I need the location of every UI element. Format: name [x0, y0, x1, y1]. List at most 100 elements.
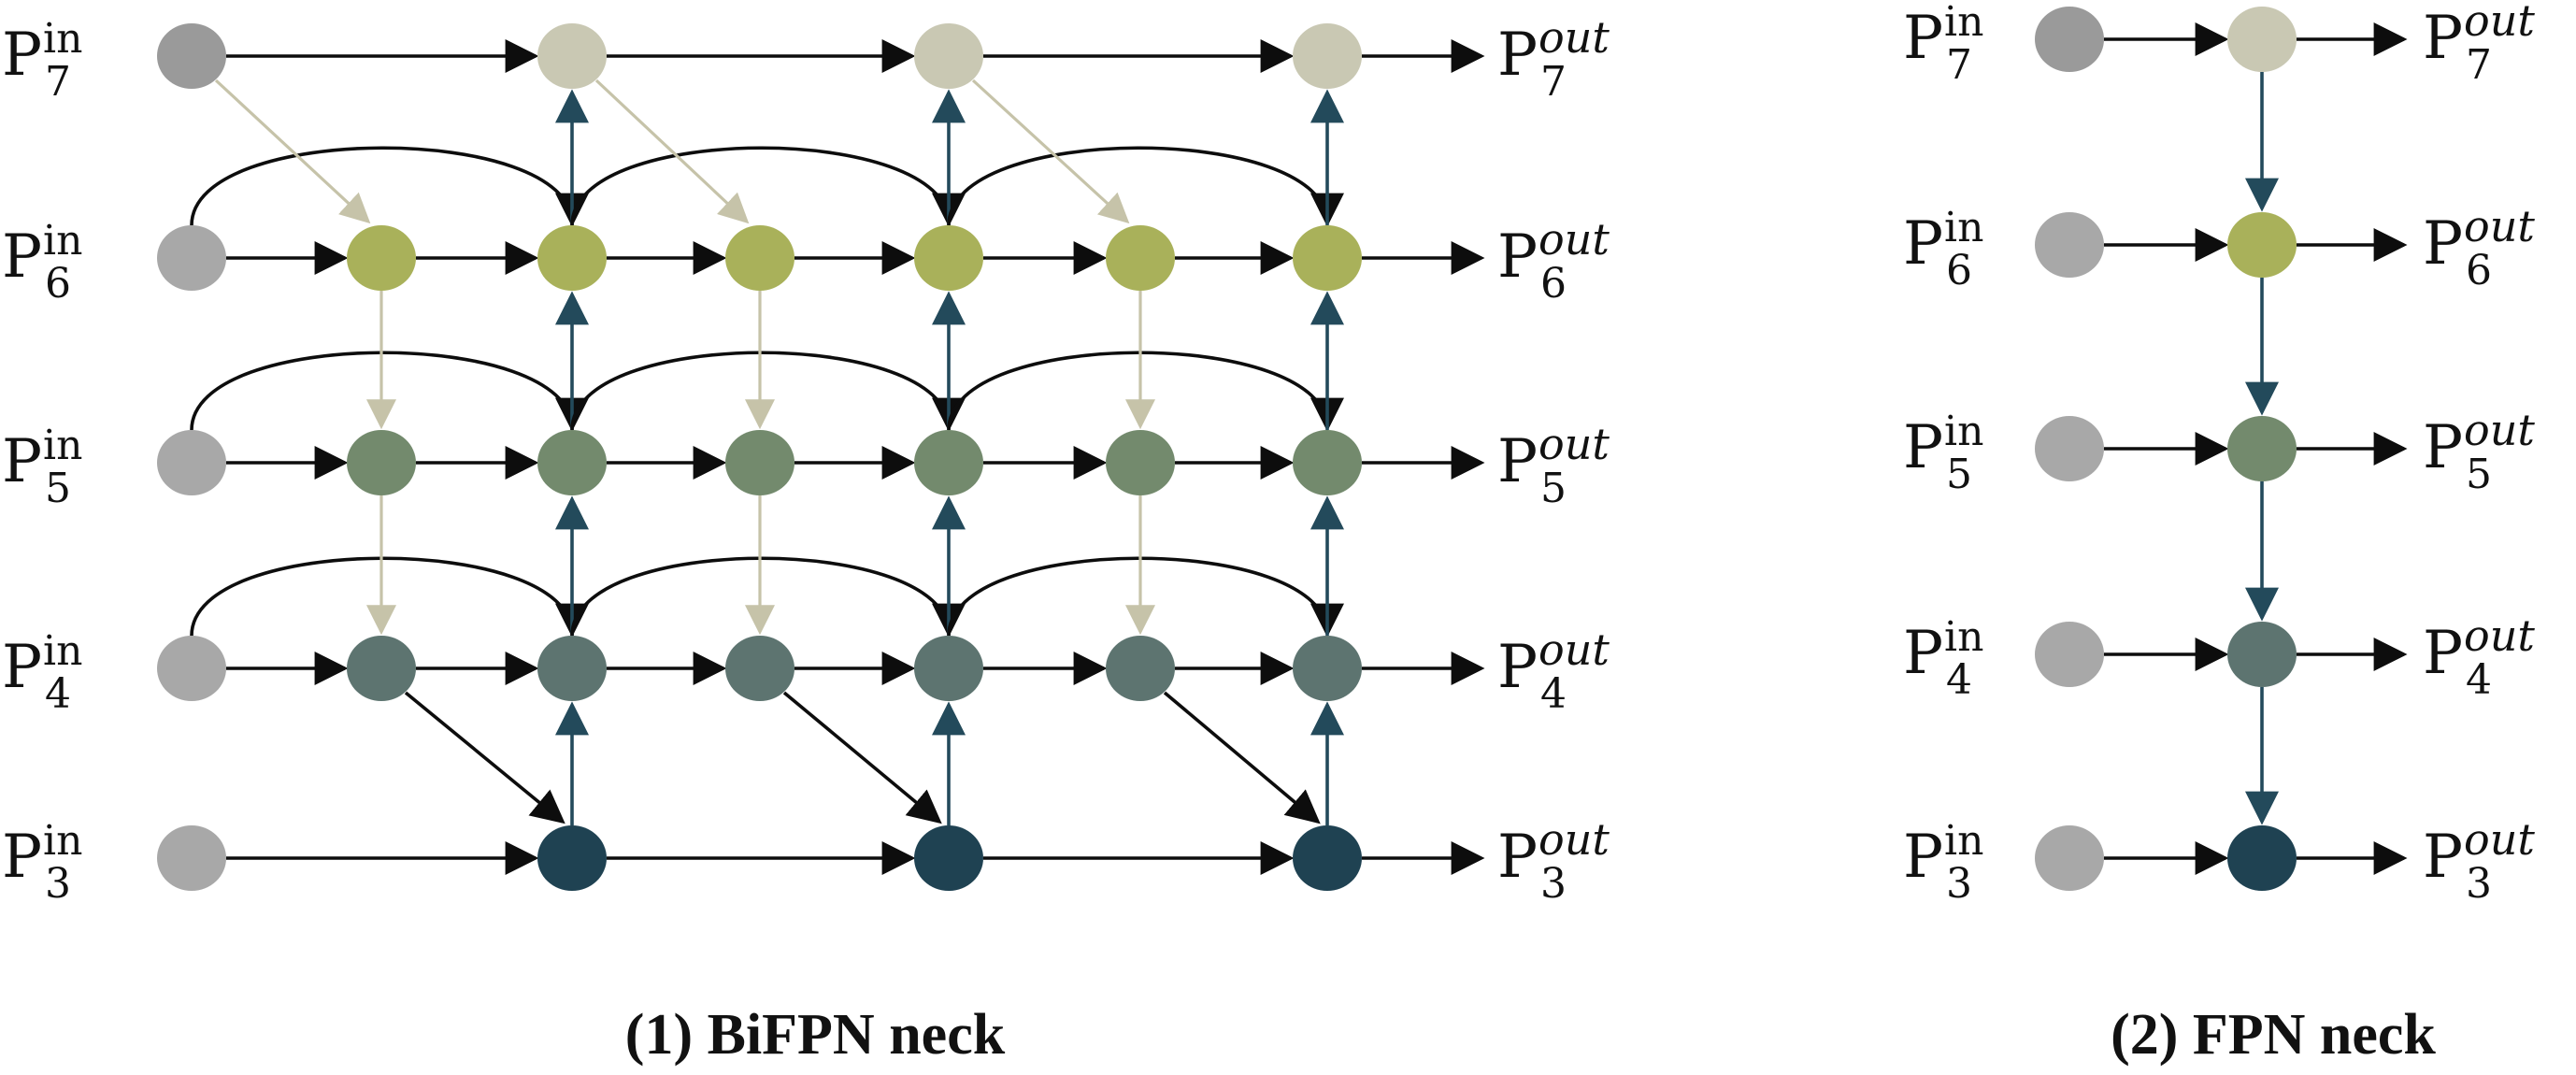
bifpn-input-node-p6 [157, 225, 226, 291]
bifpn-input-label-p6-sub: 6 [45, 260, 71, 308]
fpn-caption: (2) FPN neck [2111, 1003, 2436, 1067]
fpn-out-node-p5 [2227, 416, 2297, 481]
bifpn-input-label-p3-base: P [2, 823, 42, 892]
bifpn-output-label-p4-sub: 4 [1540, 670, 1567, 718]
bifpn-block3-out-node-p3 [1293, 825, 1362, 891]
fpn-out-node-p7 [2227, 7, 2297, 72]
bifpn-edges [190, 39, 1485, 875]
bifpn-input-label-p3-sub: 3 [45, 860, 71, 908]
bifpn-output-label-p3-sub: 3 [1540, 860, 1567, 908]
fpn-output-label-p6-sup: out [2464, 201, 2535, 251]
fpn-input-label-p7-sub: 7 [1946, 41, 1972, 89]
fpn-output-label-p6-base: P [2423, 209, 2463, 279]
bifpn-block3-mid-node-p5 [1106, 430, 1175, 495]
bifpn-output-label-p6-sub: 6 [1540, 260, 1567, 308]
bifpn-block1-out-node-p6 [537, 225, 607, 291]
bifpn-input-node-p4 [157, 636, 226, 701]
bifpn-block2-out-node-p5 [914, 430, 983, 495]
bifpn-block1-out-node-p5 [537, 430, 607, 495]
fpn-input-label-p6-sup: in [1944, 204, 1983, 251]
bifpn-input-label-p5-sup: in [43, 422, 82, 469]
fpn-output-label-p3-base: P [2423, 823, 2463, 892]
bifpn-input-node-p3 [157, 825, 226, 891]
bifpn-nodes [157, 23, 1362, 891]
bifpn-block3-diag-p4-to-p3 [1163, 691, 1321, 824]
bifpn-input-label-p7-sub: 7 [45, 58, 71, 106]
fpn-output-label-p7-sub: 7 [2466, 41, 2492, 89]
bifpn-block1-out-node-p3 [537, 825, 607, 891]
fpn-edges [2104, 22, 2408, 875]
bifpn-block2-mid-node-p5 [725, 430, 794, 495]
bifpn-block3-mid-node-p4 [1106, 636, 1175, 701]
bifpn-block3-mid-node-p6 [1106, 225, 1175, 291]
bifpn-input-node-p5 [157, 430, 226, 495]
bifpn-block2-out-node-p7 [914, 23, 983, 89]
fpn-input-node-p7 [2035, 7, 2104, 72]
bifpn-block3-out-node-p4 [1293, 636, 1362, 701]
fpn-input-node-p6 [2035, 212, 2104, 278]
fpn-input-label-p3-sub: 3 [1946, 860, 1972, 908]
bifpn-block2-out-node-p6 [914, 225, 983, 291]
bifpn-block1-mid-node-p4 [347, 636, 416, 701]
bifpn-input-label-p4-base: P [2, 633, 42, 702]
bifpn-input-node-p7 [157, 23, 226, 89]
bifpn-output-label-p7-sup: out [1538, 12, 1610, 63]
bifpn-block1-out-node-p4 [537, 636, 607, 701]
fpn-out-node-p4 [2227, 622, 2297, 687]
fpn-out-node-p6 [2227, 212, 2297, 278]
bifpn-block1-mid-node-p5 [347, 430, 416, 495]
fpn-out-node-p3 [2227, 825, 2297, 891]
fpn-input-label-p6-base: P [1903, 209, 1943, 279]
fpn-output-label-p7-sup: out [2464, 0, 2535, 46]
fpn-input-label-p3-base: P [1903, 823, 1943, 892]
bifpn-output-label-p6-base: P [1497, 222, 1538, 292]
bifpn-block1-diag-p4-to-p3 [404, 691, 565, 824]
fpn-output-label-p6-sub: 6 [2466, 247, 2492, 294]
fpn-input-node-p5 [2035, 416, 2104, 481]
fpn-output-label-p4-sub: 4 [2466, 656, 2492, 704]
fpn-input-label-p7-sup: in [1944, 0, 1983, 46]
fpn-nodes [2035, 7, 2297, 891]
fpn-input-node-p3 [2035, 825, 2104, 891]
bifpn-block3-skip-p5 [947, 351, 1344, 432]
fpn-output-label-p3-sub: 3 [2466, 860, 2492, 908]
bifpn-input-label-p7-sup: in [43, 15, 82, 63]
bifpn-input-label-p6-base: P [2, 222, 42, 292]
bifpn-block2-mid-node-p6 [725, 225, 794, 291]
bifpn-block3-out-node-p5 [1293, 430, 1362, 495]
bifpn-input-label-p4-sub: 4 [45, 670, 71, 718]
bifpn-block1-mid-node-p6 [347, 225, 416, 291]
fpn-output-label-p7-base: P [2423, 4, 2463, 73]
fpn-input-label-p5-base: P [1903, 413, 1943, 482]
bifpn-output-label-p4-base: P [1497, 633, 1538, 702]
fpn-input-label-p4-sup: in [1944, 613, 1983, 661]
fpn-output-label-p4-base: P [2423, 619, 2463, 688]
bifpn-input-label-p7-base: P [2, 21, 42, 90]
bifpn-block2-diag-p4-to-p3 [782, 691, 942, 824]
bifpn-output-label-p6-sup: out [1538, 214, 1610, 265]
bifpn-caption: (1) BiFPN neck [625, 1003, 1006, 1067]
fpn-output-label-p3-sup: out [2464, 814, 2535, 865]
bifpn-output-label-p5-sup: out [1538, 419, 1610, 469]
bifpn-block2-topdown-p7-to-p6 [594, 79, 750, 224]
bifpn-block3-out-node-p7 [1293, 23, 1362, 89]
fpn-output-label-p4-sup: out [2464, 610, 2535, 661]
